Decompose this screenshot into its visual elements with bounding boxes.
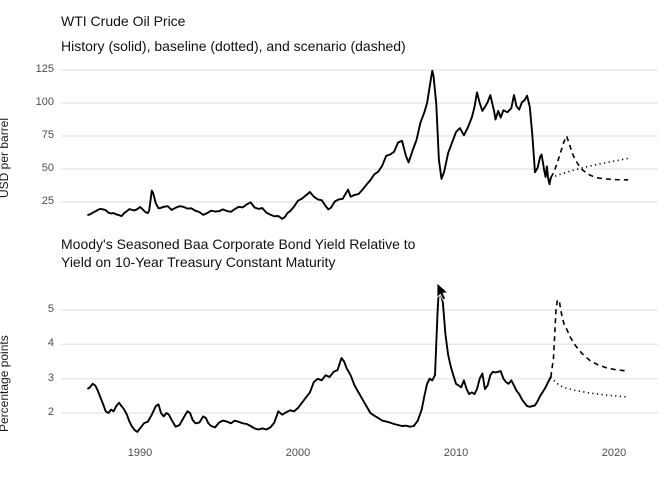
y-tick-label: 50 [41, 162, 54, 174]
x-tick-label: 2000 [285, 447, 311, 459]
x-tick-label: 2010 [443, 447, 469, 459]
bottom-chart-title-line2: Yield on 10-Year Treasury Constant Matur… [61, 254, 336, 270]
top-chart-subtitle: History (solid), baseline (dotted), and … [61, 38, 406, 54]
x-tick-label: 2020 [601, 447, 627, 459]
y-tick-label: 100 [35, 96, 54, 108]
spread-scenario-line [550, 298, 629, 378]
y-tick-label: 5 [47, 303, 54, 315]
spread-baseline-line [550, 376, 629, 398]
bottom-chart-title-line1: Moody's Seasoned Baa Corporate Bond Yiel… [61, 236, 416, 252]
y-tick-label: 2 [47, 406, 54, 418]
y-tick-label: 125 [35, 63, 54, 75]
y-tick-label: 75 [41, 129, 54, 141]
y-tick-label: 4 [47, 337, 54, 350]
oil-baseline-line [550, 157, 629, 179]
spread-history-line [86, 286, 552, 433]
oil-scenario-line [550, 135, 629, 181]
y-tick-label: 3 [47, 371, 54, 384]
y-tick-label: 25 [41, 195, 54, 207]
bottom-y-axis-title: Percentage points [0, 335, 11, 432]
top-y-axis-title: USD per barrel [0, 117, 11, 198]
oil-history-line [87, 69, 552, 220]
top-chart-title: WTI Crude Oil Price [61, 13, 186, 29]
x-tick-label: 1990 [127, 447, 153, 459]
mouse-cursor [436, 282, 449, 301]
